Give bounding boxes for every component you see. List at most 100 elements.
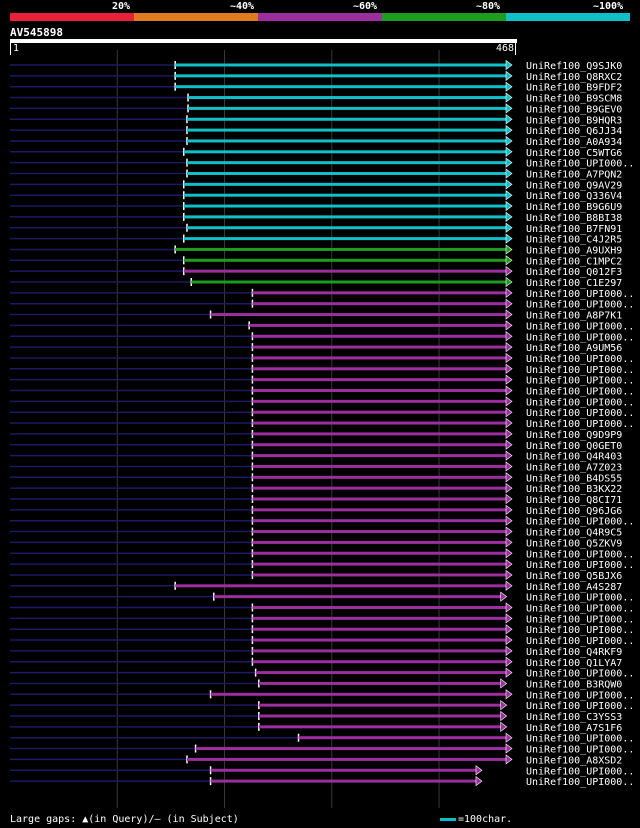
hit-label[interactable]: UniRef100_UPI000.. <box>526 159 634 170</box>
hit-bar[interactable] <box>252 334 507 338</box>
hit-bar[interactable] <box>183 193 507 197</box>
hit-bar[interactable] <box>183 269 507 273</box>
hit-bar[interactable] <box>252 475 507 479</box>
hit-label[interactable]: UniRef100_UPI000.. <box>526 560 634 571</box>
hit-label[interactable]: UniRef100_UPI000.. <box>526 332 634 343</box>
hit-bar[interactable] <box>175 63 507 67</box>
hit-bar[interactable] <box>252 421 507 425</box>
hit-label[interactable]: UniRef100_B9GEV0 <box>526 104 622 115</box>
hit-label[interactable]: UniRef100_Q5BJX6 <box>526 571 622 582</box>
hit-bar[interactable] <box>186 757 507 761</box>
hit-label[interactable]: UniRef100_B9SCM8 <box>526 94 622 105</box>
hit-bar[interactable] <box>213 595 502 599</box>
hit-label[interactable]: UniRef100_UPI000.. <box>526 300 634 311</box>
hit-bar[interactable] <box>258 714 502 718</box>
hit-label[interactable]: UniRef100_C1MPC2 <box>526 256 622 267</box>
hit-bar[interactable] <box>186 226 507 230</box>
hit-label[interactable]: UniRef100_Q4R403 <box>526 452 622 463</box>
hit-label[interactable]: UniRef100_B9FDF2 <box>526 83 622 94</box>
hit-label[interactable]: UniRef100_Q96JG6 <box>526 506 622 517</box>
hit-label[interactable]: UniRef100_UPI000.. <box>526 614 634 625</box>
hit-bar[interactable] <box>252 378 507 382</box>
hit-bar[interactable] <box>183 204 507 208</box>
hit-bar[interactable] <box>175 85 507 89</box>
hit-bar[interactable] <box>252 616 507 620</box>
hit-label[interactable]: UniRef100_Q9D9P9 <box>526 430 622 441</box>
hit-label[interactable]: UniRef100_A7S1F6 <box>526 723 622 734</box>
hit-label[interactable]: UniRef100_Q336V4 <box>526 191 622 202</box>
hit-label[interactable]: UniRef100_Q4R9C5 <box>526 528 622 539</box>
hit-label[interactable]: UniRef100_UPI000.. <box>526 701 634 712</box>
hit-label[interactable]: UniRef100_A0A934 <box>526 137 622 148</box>
hit-label[interactable]: UniRef100_Q0GET0 <box>526 441 622 452</box>
hit-label[interactable]: UniRef100_B4DS55 <box>526 473 622 484</box>
hit-bar[interactable] <box>252 410 507 414</box>
hit-label[interactable]: UniRef100_A8P7K1 <box>526 311 622 322</box>
hit-label[interactable]: UniRef100_B7FN91 <box>526 224 622 235</box>
hit-label[interactable]: UniRef100_Q8CI71 <box>526 495 622 506</box>
hit-bar[interactable] <box>183 237 507 241</box>
hit-label[interactable]: UniRef100_UPI000.. <box>526 419 634 430</box>
hit-label[interactable]: UniRef100_UPI000.. <box>526 690 634 701</box>
hit-label[interactable]: UniRef100_UPI000.. <box>526 625 634 636</box>
hit-bar[interactable] <box>175 74 507 78</box>
hit-label[interactable]: UniRef100_UPI000.. <box>526 365 634 376</box>
hit-bar[interactable] <box>183 150 507 154</box>
hit-label[interactable]: UniRef100_Q8RXC2 <box>526 72 622 83</box>
hit-label[interactable]: UniRef100_UPI000.. <box>526 517 634 528</box>
hit-label[interactable]: UniRef100_UPI000.. <box>526 354 634 365</box>
hit-bar[interactable] <box>252 638 507 642</box>
hit-bar[interactable] <box>195 747 508 751</box>
hit-bar[interactable] <box>252 649 507 653</box>
hit-label[interactable]: UniRef100_A9UXH9 <box>526 245 622 256</box>
hit-label[interactable]: UniRef100_A8XSD2 <box>526 755 622 766</box>
hit-bar[interactable] <box>183 182 507 186</box>
hit-bar[interactable] <box>252 508 507 512</box>
hit-bar[interactable] <box>252 345 507 349</box>
hit-bar[interactable] <box>183 215 507 219</box>
hit-label[interactable]: UniRef100_C5WTG6 <box>526 148 622 159</box>
hit-bar[interactable] <box>298 736 507 740</box>
hit-label[interactable]: UniRef100_UPI000.. <box>526 549 634 560</box>
hit-bar[interactable] <box>252 443 507 447</box>
hit-label[interactable]: UniRef100_B3KX22 <box>526 484 622 495</box>
hit-bar[interactable] <box>210 313 508 317</box>
hit-label[interactable]: UniRef100_B3RQW0 <box>526 679 622 690</box>
hit-label[interactable]: UniRef100_C1E297 <box>526 278 622 289</box>
hit-label[interactable]: UniRef100_A9UM56 <box>526 343 622 354</box>
hit-bar[interactable] <box>252 497 507 501</box>
hit-bar[interactable] <box>186 172 507 175</box>
hit-label[interactable]: UniRef100_C4J2R5 <box>526 235 622 246</box>
hit-bar[interactable] <box>252 399 507 403</box>
hit-bar[interactable] <box>252 562 507 566</box>
hit-bar[interactable] <box>258 725 502 729</box>
hit-label[interactable]: UniRef100_Q1LYA7 <box>526 658 622 669</box>
hit-bar[interactable] <box>186 139 507 143</box>
hit-bar[interactable] <box>252 573 507 577</box>
hit-bar[interactable] <box>252 530 507 534</box>
hit-bar[interactable] <box>252 660 507 664</box>
hit-label[interactable]: UniRef100_UPI000.. <box>526 397 634 408</box>
hit-bar[interactable] <box>258 681 502 685</box>
hit-label[interactable]: UniRef100_Q9SJK0 <box>526 61 622 72</box>
hit-bar[interactable] <box>252 486 507 490</box>
hit-label[interactable]: UniRef100_A7Z023 <box>526 462 622 473</box>
hit-label[interactable]: UniRef100_UPI000.. <box>526 593 634 604</box>
hit-label[interactable]: UniRef100_UPI000.. <box>526 321 634 332</box>
hit-bar[interactable] <box>252 367 507 371</box>
hit-label[interactable]: UniRef100_UPI000.. <box>526 669 634 680</box>
hit-label[interactable]: UniRef100_UPI000.. <box>526 745 634 756</box>
hit-bar[interactable] <box>210 768 477 772</box>
hit-label[interactable]: UniRef100_UPI000.. <box>526 777 634 788</box>
hit-bar[interactable] <box>252 464 507 468</box>
hit-label[interactable]: UniRef100_UPI000.. <box>526 387 634 398</box>
hit-label[interactable]: UniRef100_UPI000.. <box>526 408 634 419</box>
hit-label[interactable]: UniRef100_C3YSS3 <box>526 712 622 723</box>
hit-bar[interactable] <box>252 356 507 360</box>
hit-bar[interactable] <box>186 117 507 121</box>
hit-bar[interactable] <box>188 106 508 110</box>
hit-label[interactable]: UniRef100_Q6JJ34 <box>526 126 622 137</box>
hit-label[interactable]: UniRef100_B8BI38 <box>526 213 622 224</box>
hit-bar[interactable] <box>186 128 507 132</box>
hit-label[interactable]: UniRef100_UPI000.. <box>526 376 634 387</box>
